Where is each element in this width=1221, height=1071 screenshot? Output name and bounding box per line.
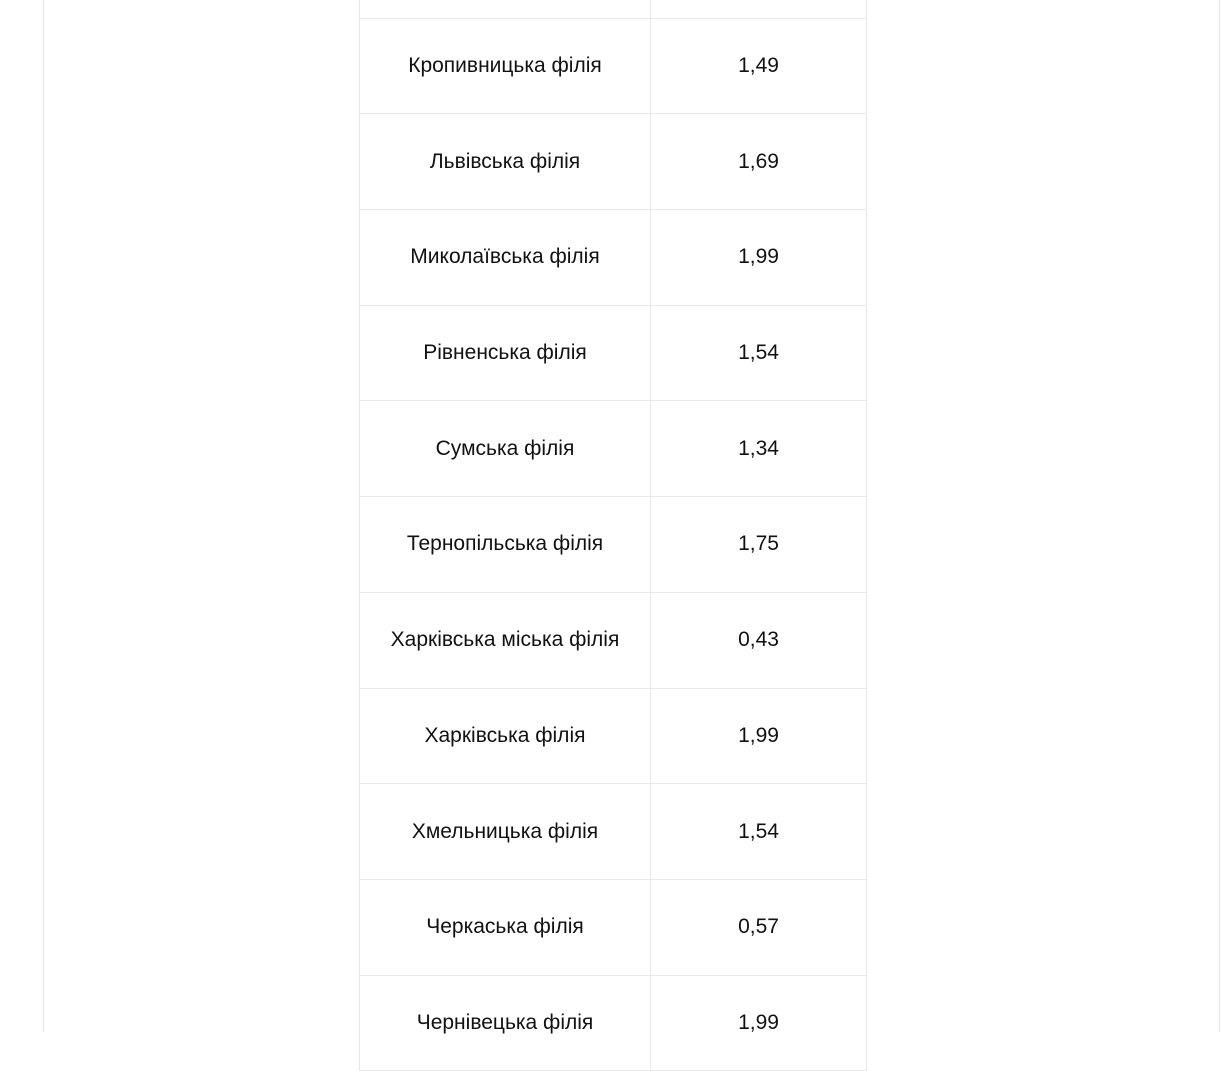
table-row: Харківська міська філія 0,43 xyxy=(360,592,866,689)
branch-name-cell: Черкаська філія xyxy=(360,879,651,975)
value-cell: 1,99 xyxy=(738,245,779,269)
value-cell: 1,75 xyxy=(738,532,779,556)
branch-name-cell: Харківська міська філія xyxy=(360,592,651,688)
value-cell: 1,34 xyxy=(738,436,779,460)
value-cell: 1,99 xyxy=(738,1010,779,1034)
table-row: Львівська філія 1,69 xyxy=(360,114,866,211)
value-cell: 0,43 xyxy=(738,628,779,652)
value-cell: 1,69 xyxy=(738,149,779,173)
table-row: Чернівецька філія 1,99 xyxy=(360,975,866,1071)
branch-name-cell: Львівська філія xyxy=(360,114,651,210)
table-row: Сумська філія 1,34 xyxy=(360,401,866,498)
branch-name-cell: Тернопільська філія xyxy=(360,497,651,592)
value-cell: 1,54 xyxy=(738,341,779,365)
branch-name-cell xyxy=(360,0,651,18)
branch-name-cell: Кропивницька філія xyxy=(360,18,651,114)
value-cell: 0,57 xyxy=(738,915,779,939)
branch-table: Кропивницька філія 1,49 Львівська філія 1,6… xyxy=(359,0,867,1071)
table-row xyxy=(360,0,866,19)
branch-name-cell: Хмельницька філія xyxy=(360,784,651,879)
table-row: Хмельницька філія 1,54 xyxy=(360,784,866,880)
table-row: Миколаївська філія 1,99 xyxy=(360,210,866,306)
value-cell: 1,99 xyxy=(738,723,779,747)
branch-name-cell: Рівненська філія xyxy=(360,305,651,401)
table-row: Тернопільська філія 1,75 xyxy=(360,497,866,593)
branch-name-cell: Харківська філія xyxy=(360,688,651,784)
branch-name-cell: Чернівецька філія xyxy=(360,975,651,1071)
page-container xyxy=(43,0,1220,1032)
table-row: Харківська філія 1,99 xyxy=(360,688,866,785)
table-row: Черкаська філія 0,57 xyxy=(360,879,866,976)
value-cell xyxy=(651,0,866,18)
table-row: Рівненська філія 1,54 xyxy=(360,305,866,402)
value-cell: 1,54 xyxy=(738,819,779,843)
value-cell: 1,49 xyxy=(738,54,779,78)
branch-name-cell: Сумська філія xyxy=(360,401,651,497)
table-row: Кропивницька філія 1,49 xyxy=(360,18,866,115)
branch-name-cell: Миколаївська філія xyxy=(360,210,651,305)
